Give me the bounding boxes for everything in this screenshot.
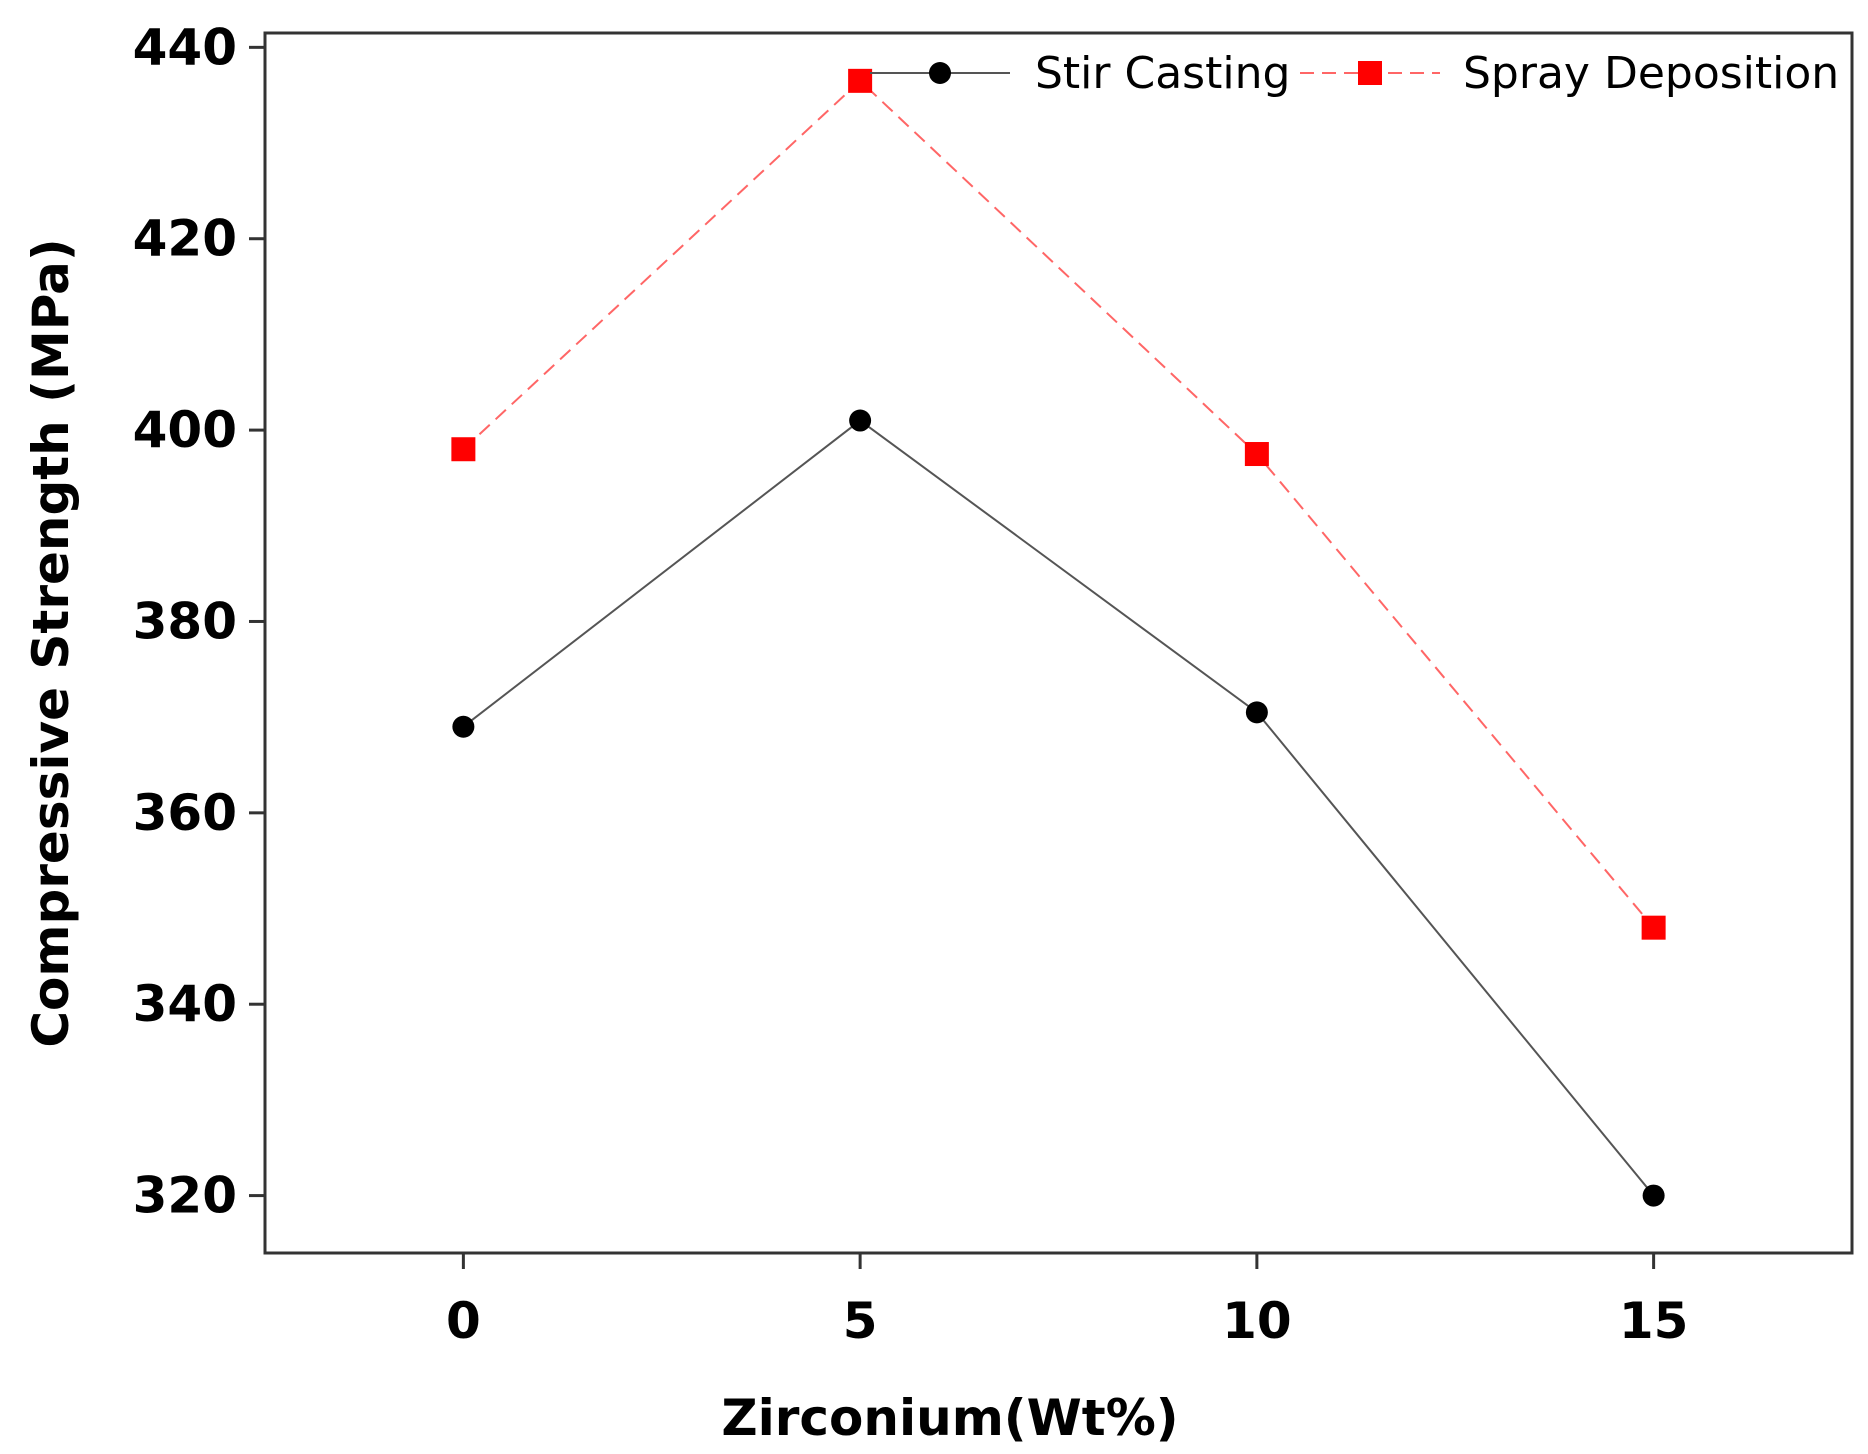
y-axis-title: Compressive Strength (MPa) [22,238,80,1047]
data-point-stir-casting [1245,701,1268,724]
legend-marker [929,62,951,84]
x-axis-title: Zirconium(Wt%) [721,1389,1178,1447]
legend-item-spray-deposition: Spray Deposition [1300,48,1839,99]
legend-label: Spray Deposition [1463,48,1839,99]
y-tick-label: 380 [133,592,237,650]
x-tick-label: 15 [1619,1292,1689,1350]
series-line-stir-casting [462,419,1655,1197]
data-point-spray-deposition [1641,915,1666,940]
data-point-spray-deposition [848,68,873,93]
y-axis-ticks: 320 340 360 380 400 420 440 [133,18,265,1225]
data-point-stir-casting [1642,1184,1665,1207]
series-spray-deposition [451,68,1666,940]
y-tick-label: 340 [133,975,237,1033]
x-tick-label: 5 [843,1292,878,1350]
data-point-spray-deposition [1244,442,1269,467]
series-stir-casting [452,409,1665,1207]
legend-item-stir-casting: Stir Casting [870,48,1290,99]
y-tick-label: 320 [133,1167,237,1225]
series-layer [451,68,1666,1207]
x-tick-label: 0 [446,1292,481,1350]
x-tick-label: 10 [1222,1292,1292,1350]
y-tick-label: 440 [133,18,237,76]
y-tick-label: 400 [133,401,237,459]
x-axis-ticks: 0 5 10 15 [446,1253,1688,1350]
y-tick-label: 420 [133,210,237,268]
y-tick-label: 360 [133,784,237,842]
legend: Stir Casting Spray Deposition [870,48,1839,99]
data-point-stir-casting [452,715,475,738]
data-point-stir-casting [849,409,872,432]
data-point-spray-deposition [451,437,476,462]
plot-frame [263,31,1854,1255]
series-line-spray-deposition [462,79,1655,929]
legend-label: Stir Casting [1035,48,1290,99]
legend-marker [1358,61,1382,85]
